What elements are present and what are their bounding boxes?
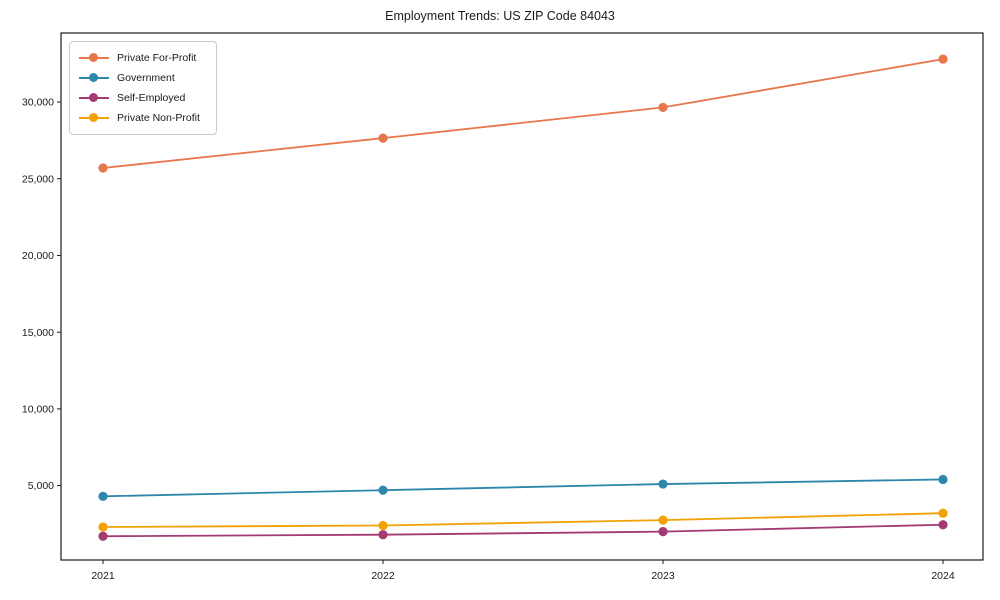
data-point [938, 520, 948, 530]
legend-line-marker-icon [79, 73, 109, 83]
y-axis-tick-label: 5,000 [28, 480, 54, 492]
legend-line-marker-icon [79, 93, 109, 103]
data-point [378, 485, 388, 495]
legend-label: Self-Employed [117, 92, 186, 104]
x-axis-tick-label: 2023 [651, 570, 675, 582]
data-point [98, 491, 108, 501]
series-line-self-employed [102, 523, 944, 538]
data-point [378, 520, 388, 531]
data-point [98, 522, 108, 532]
y-axis-tick-label: 30,000 [22, 97, 54, 109]
y-axis-tick-label: 10,000 [22, 403, 54, 415]
legend-entry: Government [79, 68, 208, 88]
data-point [938, 508, 948, 518]
y-axis-tick-label: 25,000 [22, 173, 54, 185]
data-point [98, 531, 108, 541]
legend-label: Private For-Profit [117, 52, 197, 64]
data-point [658, 479, 668, 489]
series-line-private-non-profit [102, 512, 944, 528]
data-point [658, 527, 668, 537]
data-point [378, 530, 388, 540]
data-point [658, 515, 668, 525]
legend-label: Private Non-Profit [117, 112, 200, 124]
data-point [938, 54, 948, 64]
legend-label: Government [117, 72, 175, 84]
chart-title: Employment Trends: US ZIP Code 84043 [385, 9, 615, 23]
y-axis-tick-label: 20,000 [22, 250, 54, 262]
legend-entry: Self-Employed [79, 88, 208, 108]
x-axis-tick-label: 2024 [931, 570, 955, 582]
data-point [378, 133, 388, 143]
x-axis-tick-label: 2021 [91, 570, 115, 582]
legend-entry: Private Non-Profit [79, 108, 208, 128]
data-point [938, 474, 948, 485]
y-axis-tick-label: 15,000 [22, 327, 54, 339]
legend-line-marker-icon [79, 113, 109, 123]
legend: Private For-Profit Government Self-Employe… [69, 41, 217, 135]
x-axis-tick-label: 2022 [371, 570, 395, 582]
data-point [98, 163, 108, 173]
plot-border [60, 32, 984, 561]
series-line-private-for-profit [102, 58, 944, 169]
data-point [658, 102, 668, 113]
legend-entry: Private For-Profit [79, 48, 208, 68]
series-line-government [102, 478, 944, 498]
legend-line-marker-icon [79, 53, 109, 63]
